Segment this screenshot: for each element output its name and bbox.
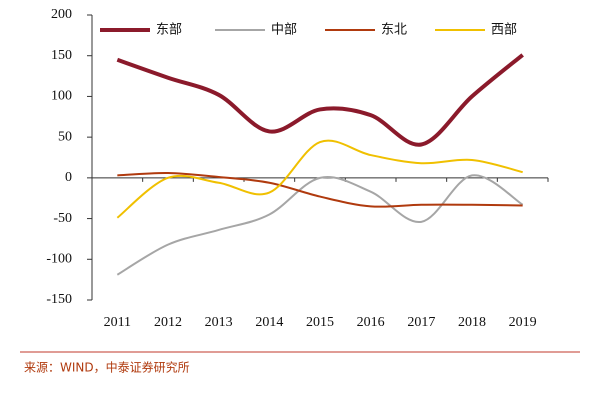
line	[117, 171, 523, 208]
x-tick-label: 2015	[306, 315, 334, 330]
line	[116, 174, 524, 276]
line	[116, 139, 523, 219]
x-tick-label: 2018	[458, 315, 486, 330]
y-tick-label: 0	[65, 170, 72, 185]
y-tick-label: 50	[58, 129, 72, 144]
line	[116, 53, 524, 147]
x-tick-label: 2013	[205, 315, 233, 330]
x-tick-label: 2017	[407, 315, 435, 330]
x-tick-label: 2012	[154, 315, 182, 330]
legend-label: 东部	[156, 23, 182, 38]
y-tick-label: -150	[46, 292, 72, 307]
y-tick-label: -50	[53, 211, 72, 226]
y-tick-label: 150	[51, 48, 72, 63]
x-tick-label: 2014	[255, 315, 283, 330]
legend-label: 西部	[491, 23, 517, 38]
x-tick-label: 2016	[357, 315, 385, 330]
x-tick-label: 2011	[104, 315, 131, 330]
legend-label: 东北	[381, 23, 407, 38]
x-tick-label: 2019	[509, 315, 537, 330]
y-tick-label: 200	[51, 7, 72, 22]
legend-label: 中部	[271, 23, 297, 38]
y-tick-label: -100	[46, 252, 72, 267]
y-tick-label: 100	[51, 89, 72, 104]
source: 来源：WIND，中泰证券研究所	[24, 360, 190, 375]
